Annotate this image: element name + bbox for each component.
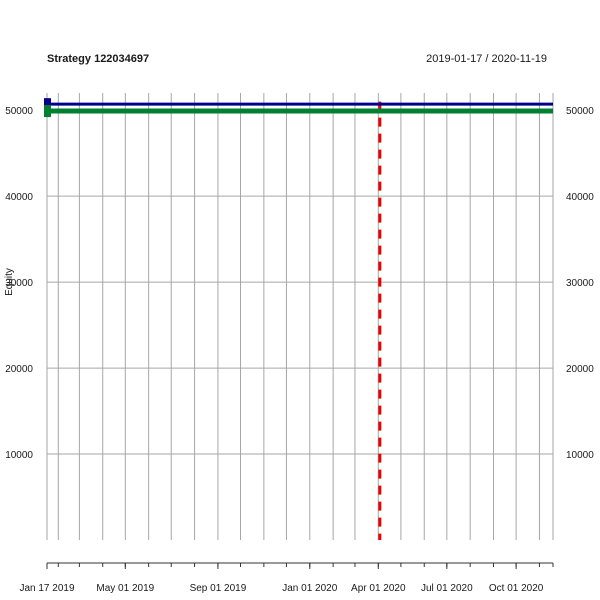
y-tick-label-right: 40000	[566, 192, 594, 203]
y-tick-label-left: 40000	[5, 192, 33, 203]
y-tick-label-right: 30000	[566, 278, 594, 289]
chart-title: Strategy 122034697	[47, 53, 149, 65]
y-tick-label-right: 50000	[566, 106, 594, 117]
x-tick-label: Jul 01 2020	[421, 583, 473, 594]
y-tick-label-left: 30000	[5, 278, 33, 289]
x-tick-label: Oct 01 2020	[489, 583, 544, 594]
series-start-marker-1	[44, 98, 51, 111]
series	[44, 98, 553, 540]
y-tick-label-right: 20000	[566, 364, 594, 375]
x-tick-label: Jan 17 2019	[19, 583, 74, 594]
y-tick-label-left: 50000	[5, 106, 33, 117]
y-tick-label-left: 20000	[5, 364, 33, 375]
y-axis-label: Equity	[4, 268, 15, 296]
y-tick-label-right: 10000	[566, 450, 594, 461]
axes: 10000 10000 20000 20000 30000 30000 40000 40000…	[5, 106, 594, 594]
grid	[46, 93, 554, 540]
x-tick-label: Sep 01 2019	[190, 583, 247, 594]
x-tick-label: May 01 2019	[96, 583, 154, 594]
y-tick-label-left: 10000	[5, 450, 33, 461]
x-tick-label: Apr 01 2020	[351, 583, 406, 594]
date-range-label: 2019-01-17 / 2020-11-19	[426, 53, 547, 65]
x-tick-label: Jan 01 2020	[282, 583, 337, 594]
series-start-marker-2	[44, 105, 51, 118]
